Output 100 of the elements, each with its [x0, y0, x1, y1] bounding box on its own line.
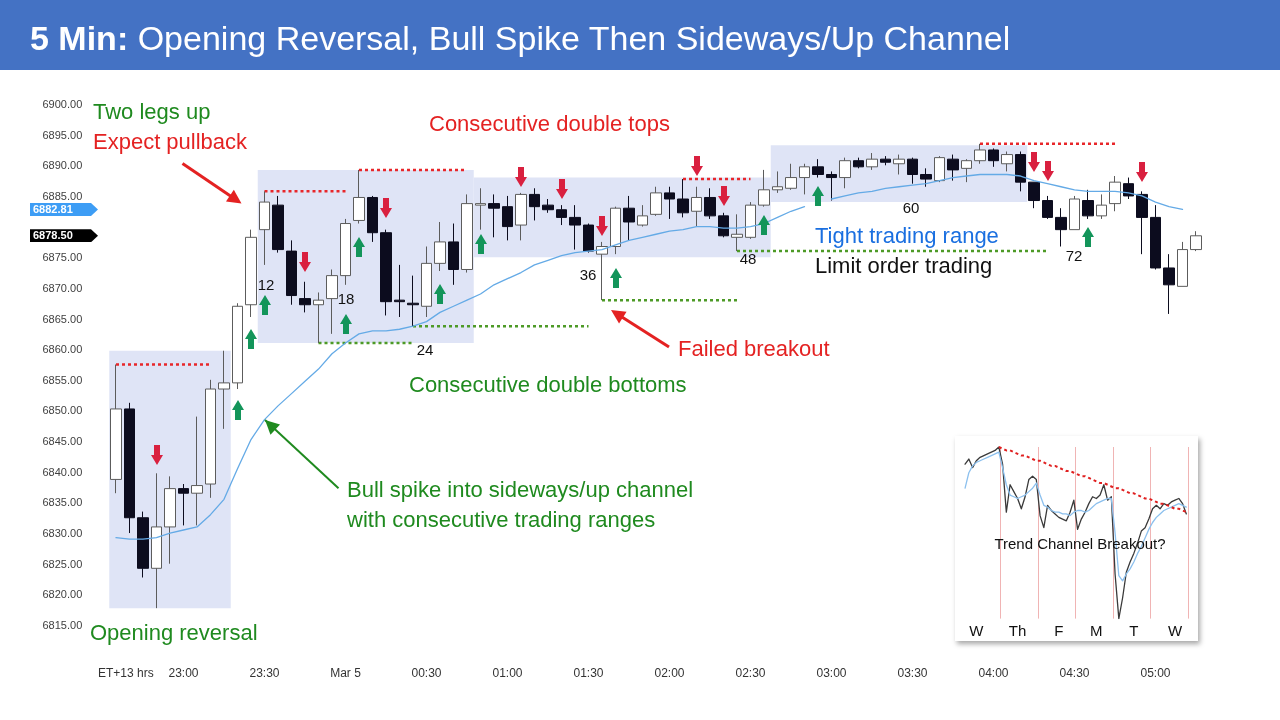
candlestick	[799, 163, 810, 195]
candlestick	[988, 147, 999, 168]
candlestick	[434, 221, 446, 272]
candlestick	[380, 229, 392, 316]
candlestick	[839, 157, 851, 189]
annotation: 36	[579, 266, 597, 284]
y-tick-label: 6900.00	[42, 98, 83, 110]
candlestick	[178, 483, 189, 526]
annotation: Bull spike into sideways/up channel with consecutive trading ranges	[347, 476, 695, 534]
y-tick-label: 6870.00	[42, 281, 83, 294]
y-tick-label: 6820.00	[42, 588, 83, 601]
candlestick	[137, 511, 149, 578]
candlestick	[1028, 181, 1040, 209]
candlestick	[1136, 190, 1148, 255]
candlestick	[610, 206, 621, 255]
y-tick-label: 6830.00	[42, 527, 83, 540]
y-tick-label: 6835.00	[42, 496, 83, 509]
x-tick-label: 04:30	[1059, 666, 1090, 680]
x-tick-label: 23:30	[249, 666, 280, 680]
annotation: Two legs up	[93, 99, 211, 125]
x-tick-label: 23:00	[168, 666, 199, 680]
candlestick	[461, 193, 473, 274]
candlestick	[1015, 151, 1026, 192]
candlestick	[488, 193, 500, 238]
annotation: 48	[739, 250, 757, 268]
candlestick	[569, 204, 581, 251]
candlestick	[394, 264, 405, 318]
candlestick	[299, 281, 311, 313]
y-tick-label: 6895.00	[42, 128, 83, 141]
y-tick-label: 6860.00	[42, 343, 83, 356]
annotation: 18	[337, 290, 355, 308]
annotation: 24	[416, 341, 434, 359]
annotation: 72	[1065, 247, 1083, 265]
x-tick-label: 02:30	[735, 666, 766, 680]
candlestick	[853, 157, 864, 169]
candlestick	[961, 158, 972, 183]
candlestick	[353, 169, 365, 225]
candlestick	[164, 475, 176, 565]
annotation: Consecutive double bottoms	[409, 372, 687, 398]
x-tick-label: 03:30	[897, 666, 928, 680]
candlestick	[718, 212, 729, 238]
candlestick	[407, 275, 419, 327]
candlestick	[934, 155, 945, 183]
x-tick-label: 03:00	[816, 666, 847, 680]
candlestick	[907, 157, 918, 185]
candlestick	[313, 291, 324, 344]
candlestick	[448, 223, 459, 286]
candlestick	[1055, 207, 1067, 248]
candlestick	[326, 268, 338, 335]
y-tick-label: 6865.00	[42, 312, 83, 325]
candlestick	[1082, 189, 1094, 220]
candlestick	[785, 163, 797, 191]
candlestick	[475, 187, 486, 231]
x-tick-label: W	[969, 621, 985, 639]
candlestick	[758, 169, 770, 208]
annotation: Tight trading range	[815, 223, 999, 249]
annotation: Limit order trading	[815, 253, 993, 279]
candlestick	[691, 186, 702, 228]
x-tick-label: Th	[1008, 621, 1027, 639]
annotation: Failed breakout	[678, 336, 830, 362]
candlestick	[947, 154, 959, 182]
candlestick	[623, 195, 635, 241]
candlestick	[272, 195, 284, 254]
candlestick	[866, 152, 878, 171]
candlestick	[637, 204, 648, 228]
y-tick-label: 6850.00	[42, 404, 83, 417]
x-tick-label: W	[1167, 621, 1183, 639]
candlestick	[421, 246, 432, 318]
candlestick	[880, 155, 891, 166]
x-tick-label: 00:30	[411, 666, 442, 680]
candlestick	[920, 167, 932, 188]
candlestick	[1177, 241, 1188, 287]
y-tick-label: 6855.00	[42, 373, 83, 386]
x-tick-label: 01:00	[492, 666, 523, 680]
x-tick-label: M	[1090, 621, 1103, 639]
x-tick-label: 01:30	[573, 666, 604, 680]
chart-subtitle: Opening Reversal, Bull Spike Then Sideways/Up Channel	[137, 19, 1011, 57]
candlestick	[110, 364, 122, 494]
candlestick	[191, 416, 203, 526]
candlestick	[367, 195, 378, 243]
candlestick	[1109, 175, 1121, 212]
y-tick-label: 6875.00	[42, 251, 83, 264]
x-tick-label: 05:00	[1140, 666, 1171, 680]
candlestick	[1190, 230, 1202, 252]
candlestick	[1150, 204, 1161, 270]
candlestick	[826, 170, 837, 202]
candlestick	[286, 239, 297, 306]
candlestick	[124, 402, 135, 534]
candlestick	[1001, 151, 1013, 172]
candlestick	[893, 154, 905, 175]
y-tick-label: 6840.00	[42, 465, 83, 478]
candlestick	[812, 158, 824, 179]
candlestick	[1042, 195, 1053, 220]
y-tick-label: 6845.00	[42, 435, 83, 448]
candlestick	[745, 201, 756, 240]
candlestick	[1069, 195, 1080, 231]
candlestick	[1096, 193, 1107, 220]
annotation: Opening reversal	[90, 620, 258, 646]
candlestick	[731, 213, 743, 252]
chart-title: 5 Min:	[30, 19, 129, 57]
